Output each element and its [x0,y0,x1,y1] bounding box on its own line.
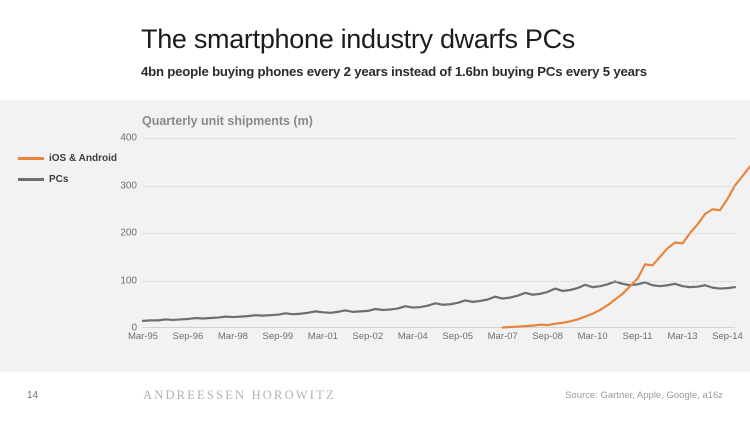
andreessen-horowitz-wordmark: ANDREESSEN HOROWITZ [143,388,336,402]
y-axis-tick-label: 100 [120,275,137,286]
y-axis-tick-label: 200 [120,227,137,239]
gridline [143,280,735,282]
y-axis: 0 100 200 300 400 [105,133,137,334]
source-note: Source: Gartner, Apple, Google, a16z [565,390,723,401]
x-axis-tick-label: Mar-98 [217,331,248,342]
slide-footer: 14 ANDREESSEN HOROWITZ Source: Gartner, … [0,372,750,423]
x-axis-tick-label: Sep-14 [712,331,743,342]
y-axis-tick-label: 300 [120,180,137,191]
legend-color-swatch [18,178,44,181]
legend-item-label: PCs [49,174,69,185]
x-axis-baseline [143,327,735,328]
x-axis-tick-label: Sep-05 [442,331,474,342]
page-number: 14 [27,390,39,401]
gridline [143,185,735,187]
plot-area: 0 100 200 300 400 Mar-95 Sep-96 Mar-98 Sep-99 Ma… [105,133,743,353]
x-axis-tick-label: Mar-01 [307,331,338,342]
series-lines [143,138,735,328]
series-line-ios-android [503,157,750,328]
chart-title: Quarterly unit shipments (m) [142,114,313,128]
legend-item[interactable]: iOS & Android [18,148,136,169]
x-axis-tick-label: Sep-11 [622,331,653,342]
x-axis-tick-label: Sep-96 [172,331,204,342]
gridline [143,233,735,234]
chart-band: Quarterly unit shipments (m) iOS & Andro… [0,100,750,372]
x-axis-tick-label: Sep-02 [352,331,384,342]
x-axis-tick-label: Sep-08 [532,331,563,342]
slide-header: The smartphone industry dwarfs PCs 4bn p… [0,0,750,100]
plot-canvas [143,138,735,328]
x-axis-tick-label: Mar-10 [577,331,608,342]
series-line-pcs [143,281,735,320]
x-axis-tick-label: Sep-99 [262,331,294,342]
chart-legend: iOS & Android PCs [18,148,136,190]
x-axis-tick-label: Mar-07 [487,331,518,342]
y-axis-tick-label: 0 [131,322,137,334]
legend-color-swatch [18,157,44,160]
gridline [143,138,735,139]
page-subtitle: 4bn people buying phones every 2 years i… [141,64,647,79]
page-title: The smartphone industry dwarfs PCs [141,24,575,54]
y-axis-tick-label: 400 [120,132,137,144]
legend-item[interactable]: PCs [18,169,136,190]
x-axis: Mar-95 Sep-96 Mar-98 Sep-99 Mar-01 Sep-02 Mar-… [128,331,743,349]
x-axis-tick-label: Mar-95 [127,331,159,342]
legend-item-label: iOS & Android [49,153,117,164]
x-axis-tick-label: Mar-13 [667,331,698,342]
x-axis-tick-label: Mar-04 [397,331,428,342]
